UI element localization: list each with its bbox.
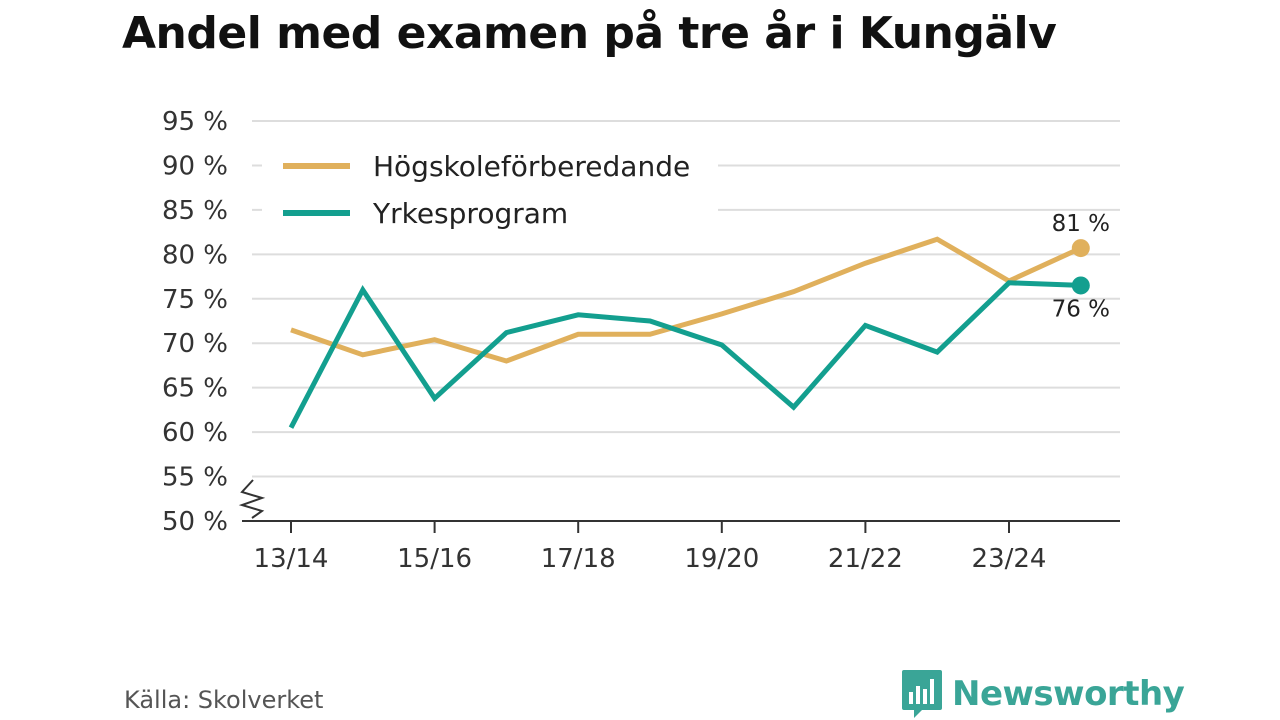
legend-label: Högskoleförberedande: [373, 150, 690, 183]
series-line-0: [290, 236, 1082, 364]
y-tick-label: 55 %: [162, 463, 228, 493]
y-tick-label: 65 %: [162, 374, 228, 404]
y-axis-ticks: 50 % 55 % 60 % 65 % 70 % 75 % 80 % 85 % 90 % 95 %: [162, 107, 228, 537]
end-labels: 81 % 76 %: [1052, 211, 1110, 322]
newsworthy-logo: Newsworthy: [902, 670, 1185, 718]
series-line-1: [288, 280, 1081, 429]
x-tick-label: 19/20: [684, 544, 759, 574]
legend-background: [262, 140, 718, 236]
y-tick-label: 60 %: [162, 418, 228, 448]
x-axis-ticks: 13/14 15/16 17/18 19/20 21/22 23/24: [254, 521, 1047, 574]
x-axis: [238, 479, 1120, 522]
y-tick-label: 75 %: [162, 285, 228, 315]
end-value-label: 81 %: [1052, 211, 1110, 237]
source-note: Källa: Skolverket: [124, 686, 324, 714]
series-lines: [288, 236, 1090, 429]
series-end-point-0: [1071, 239, 1090, 258]
y-tick-label: 80 %: [162, 240, 228, 270]
series-end-point-1: [1071, 276, 1090, 295]
legend: Högskoleförberedande Yrkesprogram: [262, 140, 718, 236]
logo-text: Newsworthy: [952, 674, 1185, 714]
x-tick-label: 23/24: [972, 544, 1047, 574]
chart-title: Andel med examen på tre år i Kungälv: [122, 8, 1057, 59]
legend-label: Yrkesprogram: [372, 197, 568, 230]
y-tick-label: 50 %: [162, 507, 228, 537]
end-value-label: 76 %: [1052, 296, 1110, 322]
x-tick-label: 15/16: [397, 544, 472, 574]
y-tick-label: 70 %: [162, 329, 228, 359]
x-tick-label: 13/14: [254, 544, 329, 574]
y-tick-label: 85 %: [162, 196, 228, 226]
x-tick-label: 21/22: [828, 544, 903, 574]
axis-break-symbol: [238, 479, 266, 519]
y-tick-label: 95 %: [162, 107, 228, 137]
y-tick-label: 90 %: [162, 151, 228, 181]
bar-chart-speech-bubble-icon: [902, 670, 942, 718]
x-tick-label: 17/18: [541, 544, 616, 574]
